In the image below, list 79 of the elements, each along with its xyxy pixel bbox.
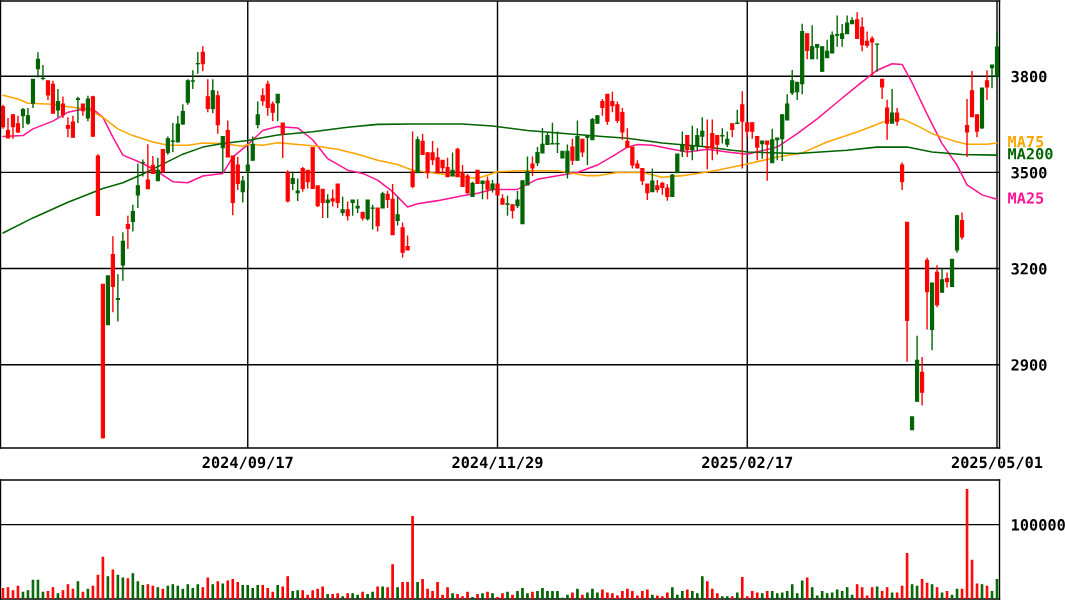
candlestick (885, 98, 890, 141)
candlestick (770, 128, 775, 164)
candlestick (145, 143, 150, 190)
candlestick (280, 122, 285, 159)
candlestick (530, 155, 535, 177)
candlestick (255, 100, 260, 129)
candlestick (70, 115, 76, 138)
y-tick-label: 100000 (1012, 519, 1065, 531)
candlestick (675, 153, 680, 174)
candlestick (375, 207, 380, 233)
candlestick (810, 24, 815, 61)
candlestick (345, 200, 350, 222)
candlestick (485, 175, 490, 201)
candlestick (155, 156, 160, 182)
candlestick (275, 93, 280, 122)
x-tick-label: 2025/05/01 (951, 456, 1043, 470)
y-tick-label: 3500 (1011, 166, 1047, 179)
candlestick (875, 43, 880, 73)
candlestick (805, 32, 810, 61)
candlestick (0, 104, 6, 130)
candlestick (740, 90, 745, 170)
y-tick-label: 2900 (1011, 359, 1047, 371)
candlestick (939, 267, 945, 293)
candlestick (944, 271, 950, 289)
series-label: MA25 (1008, 192, 1044, 204)
candlestick (240, 175, 245, 204)
candlestick (20, 107, 26, 129)
candlestick (295, 177, 300, 202)
candlestick (964, 98, 970, 158)
candlestick (340, 196, 345, 217)
candlestick (650, 167, 655, 193)
candlestick (250, 135, 255, 161)
x-tick-label: 2024/09/17 (202, 456, 293, 470)
candlestick (570, 138, 575, 166)
candlestick (65, 116, 71, 138)
candlestick (55, 88, 61, 119)
y-tick-label: 3800 (1011, 70, 1047, 83)
candlestick (10, 114, 16, 140)
candlestick (210, 78, 215, 114)
x-tick-label: 2024/11/29 (452, 456, 543, 470)
candlestick (899, 161, 905, 191)
candlestick (450, 151, 455, 177)
candlestick (220, 135, 225, 173)
candlestick (160, 148, 165, 174)
candlestick (125, 214, 130, 250)
candlestick (880, 78, 885, 100)
series-label: MA75 (1008, 136, 1044, 148)
candlestick (685, 134, 690, 158)
candlestick (35, 51, 41, 79)
candlestick (5, 117, 11, 139)
series-label: MA200 (1008, 148, 1053, 160)
candlestick (120, 231, 125, 282)
candlestick (755, 135, 760, 161)
candlestick (790, 69, 795, 96)
candlestick (695, 127, 700, 152)
candlestick (115, 273, 120, 323)
x-tick-label: 2025/02/17 (702, 456, 793, 470)
candlestick (205, 78, 210, 113)
candlestick (480, 180, 485, 201)
candlestick (670, 173, 675, 198)
candlestick (959, 211, 965, 241)
candlestick (85, 95, 91, 122)
candlestick (130, 204, 135, 233)
y-tick-label: 3200 (1011, 263, 1047, 275)
candlestick (325, 193, 330, 219)
candlestick (765, 140, 770, 182)
candlestick (410, 130, 415, 189)
candlestick (60, 95, 66, 119)
candlestick (75, 96, 81, 124)
candlestick (890, 88, 895, 124)
candlestick (919, 356, 925, 407)
candlestick (680, 130, 685, 158)
candlestick (135, 162, 140, 209)
candlestick (395, 196, 400, 227)
candlestick (505, 195, 510, 217)
candlestick (245, 150, 250, 191)
candlestick (200, 45, 205, 72)
line-series (2, 63, 998, 208)
candlestick (984, 69, 990, 101)
